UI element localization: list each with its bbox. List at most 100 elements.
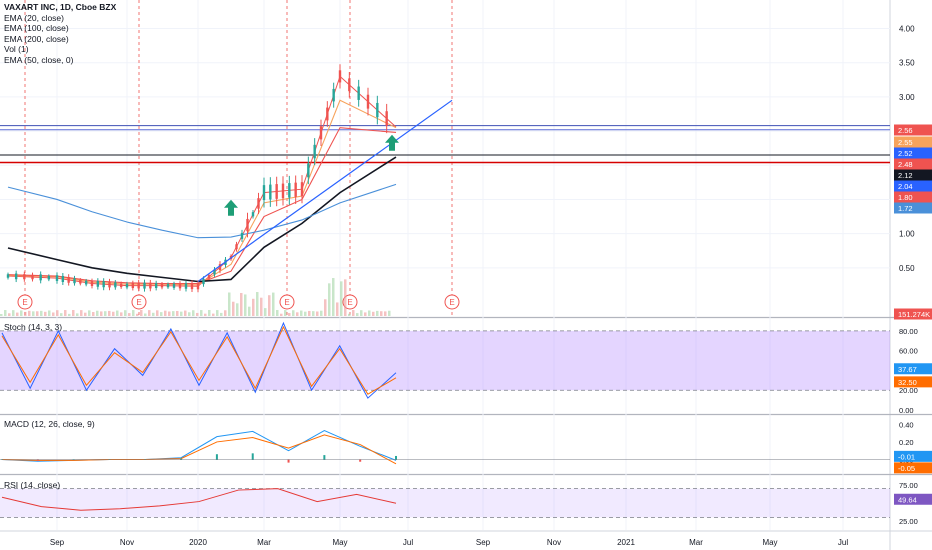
candle-body [166, 284, 170, 288]
macd-legend[interactable]: MACD (12, 26, close, 9) [4, 419, 95, 430]
volume-bar [56, 310, 59, 316]
candle-body [376, 102, 379, 118]
stoch-legend[interactable]: Stoch (14, 3, 3) [4, 322, 62, 333]
volume-bar [224, 310, 227, 316]
pane-y-tick: 75.00 [899, 481, 918, 490]
price-label-bg [894, 191, 932, 203]
volume-bar [188, 312, 191, 316]
x-axis-label: May [332, 538, 347, 547]
legend-ema50[interactable]: EMA (50, close, 0) [4, 54, 74, 65]
volume-bar [148, 310, 151, 316]
volume-bar [380, 311, 383, 316]
candle-body [269, 184, 272, 200]
candle-body [190, 283, 194, 290]
rsi-legend[interactable]: RSI (14, close) [4, 480, 60, 491]
volume-bar [308, 310, 311, 316]
volume-bar [200, 310, 203, 316]
earnings-marker [131, 294, 147, 310]
volume-bar [320, 310, 323, 316]
volume-bar [152, 312, 155, 316]
price-label: 2.55 [898, 138, 913, 147]
candle-body [207, 275, 211, 279]
price-label: 2.12 [898, 171, 913, 180]
price-label-bg [894, 124, 932, 136]
legend-ema200[interactable]: EMA (200, close) [4, 33, 69, 44]
candle-body [47, 276, 51, 280]
volume-bar [128, 313, 131, 316]
volume-bar [372, 311, 375, 316]
candle-body [154, 283, 158, 289]
legend-vol[interactable]: Vol (1) [4, 44, 29, 54]
candle-body [125, 283, 129, 288]
earnings-marker-label: E [22, 298, 27, 307]
candle-body [67, 277, 70, 283]
x-axis-label: Nov [547, 538, 561, 547]
pane-value-label: 37.67 [898, 365, 917, 374]
candle-body [55, 275, 59, 281]
volume-bar [52, 312, 55, 316]
volume-bar [260, 297, 263, 316]
candle-body [31, 274, 34, 280]
macd-histogram-bar [251, 453, 254, 460]
legend-ema100[interactable]: EMA (100, close) [4, 23, 69, 33]
candle-body [294, 182, 297, 197]
macd-histogram-bar [215, 454, 218, 460]
volume-bar [240, 292, 243, 316]
volume-bar [60, 313, 63, 316]
candle-body [281, 183, 285, 199]
candle-body [288, 183, 291, 198]
candle-body [143, 282, 146, 289]
candle-body [257, 198, 260, 209]
volume-bar [272, 292, 275, 316]
pane-value-label-bg [894, 376, 932, 388]
candle-body [96, 281, 100, 287]
main-y-tick: 3.50 [899, 59, 915, 68]
candle-body [275, 184, 278, 199]
macd-histogram-bar [395, 455, 397, 460]
candle-body [108, 281, 111, 288]
volume-bar [256, 292, 259, 316]
price-label: 2.52 [898, 149, 913, 158]
volume-bar [364, 312, 367, 316]
legend-ema20[interactable]: EMA (20, close) [4, 12, 64, 23]
main-y-tick: 0.50 [899, 264, 915, 273]
candle-body [131, 283, 135, 289]
volume-bar [336, 302, 339, 316]
price-label-bg [894, 180, 932, 192]
macd-histogram-bar [287, 459, 290, 463]
candle-body [366, 94, 370, 109]
pane-y-tick: 0.00 [899, 406, 914, 415]
rsi-title: RSI (14, close) [4, 480, 61, 490]
pane-y-tick: 20.00 [899, 386, 918, 395]
volume-bar [4, 310, 7, 316]
pane-y-tick: 0.20 [899, 438, 914, 447]
x-axis-label: 2021 [617, 538, 635, 547]
earnings-marker [17, 294, 33, 310]
volume-bar [8, 313, 11, 316]
volume-bar [324, 299, 327, 316]
earnings-marker [444, 294, 460, 310]
candle-body [90, 281, 94, 286]
volume-bar [296, 312, 299, 316]
main-legend: VAXART INC, 1D, Cboe BZX EMA (20, close)… [4, 2, 116, 65]
volume-bar [184, 310, 187, 316]
osc-series-1-1 [1, 325, 397, 395]
candle-body [102, 281, 105, 288]
volume-bar [104, 311, 107, 316]
volume-bar [384, 311, 387, 316]
volume-bar [288, 312, 291, 316]
arrow-up-icon [385, 134, 399, 151]
arrow-up-icon [224, 199, 238, 216]
legend-symbol-title[interactable]: VAXART INC, 1D, Cboe BZX [4, 2, 117, 12]
candle-body [160, 283, 164, 288]
pane-value-label: 49.64 [898, 495, 917, 504]
volume-bar [360, 310, 363, 316]
volume-bar [340, 281, 343, 316]
volume-bar [40, 310, 43, 316]
volume-bar [164, 310, 167, 316]
volume-bar [208, 310, 211, 316]
volume-bar [316, 311, 319, 316]
candle-body [240, 232, 244, 239]
